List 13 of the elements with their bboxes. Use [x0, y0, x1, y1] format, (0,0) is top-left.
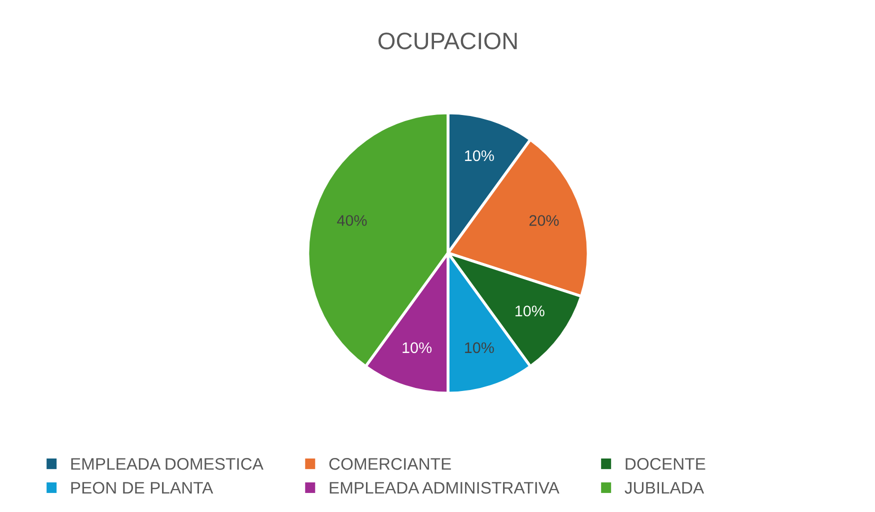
legend-label: JUBILADA: [624, 482, 704, 494]
data-label: 10%: [516, 306, 544, 316]
legend-label: DOCENTE: [626, 458, 706, 470]
data-label: 10%: [465, 150, 494, 162]
data-label: 20%: [529, 215, 559, 226]
legend-label: EMPLEADA DOMESTICA: [71, 458, 264, 470]
chart-title: OCUPACION: [378, 32, 517, 50]
data-label: 10%: [465, 342, 494, 354]
legend-label: PEON DE PLANTA: [71, 482, 214, 494]
legend-label: EMPLEADA ADMINISTRATIVA: [330, 482, 560, 494]
legend-label: COMERCIANTE: [329, 458, 451, 470]
data-label: 40%: [337, 215, 367, 226]
data-label: 10%: [402, 342, 432, 354]
